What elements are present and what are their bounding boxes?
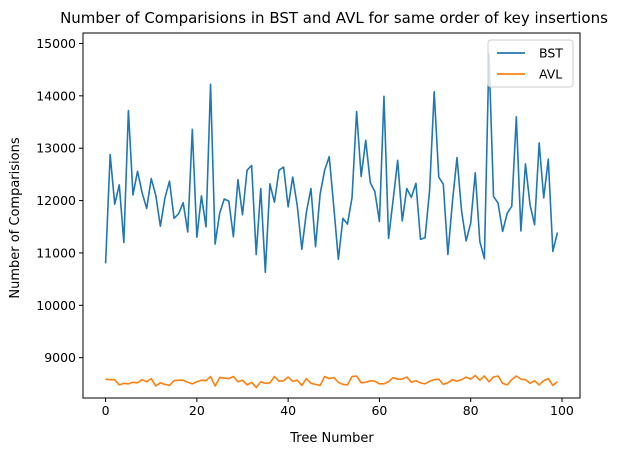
chart-title: Number of Comparisions in BST and AVL fo… bbox=[60, 9, 608, 27]
y-tick-label: 10000 bbox=[36, 298, 76, 313]
legend-label-bst: BST bbox=[539, 46, 563, 61]
x-tick-label: 40 bbox=[280, 403, 296, 418]
y-tick-label: 15000 bbox=[36, 36, 76, 51]
series-line-avl bbox=[105, 374, 558, 389]
x-tick-label: 60 bbox=[371, 403, 387, 418]
legend-label-avl: AVL bbox=[539, 67, 562, 82]
y-tick-label: 14000 bbox=[36, 88, 76, 103]
x-tick-label: 80 bbox=[463, 403, 479, 418]
y-tick-label: 9000 bbox=[44, 350, 76, 365]
y-tick-label: 11000 bbox=[36, 245, 76, 260]
plot-area bbox=[104, 53, 559, 389]
x-tick-label: 20 bbox=[189, 403, 205, 418]
y-tick-label: 12000 bbox=[36, 193, 76, 208]
x-axis-label: Tree Number bbox=[289, 431, 374, 446]
legend: BST AVL bbox=[487, 39, 574, 88]
series-line-bst bbox=[104, 53, 559, 274]
x-tick-label: 0 bbox=[102, 403, 110, 418]
axes-frame bbox=[82, 32, 581, 399]
y-axis: 9000 10000 11000 12000 13000 14000 15000 bbox=[36, 36, 83, 365]
y-axis-label: Number of Comparisions bbox=[8, 137, 23, 298]
y-tick-label: 13000 bbox=[36, 141, 76, 156]
legend-box bbox=[487, 39, 574, 88]
x-tick-label: 100 bbox=[550, 403, 574, 418]
x-axis: 0 20 40 60 80 100 bbox=[102, 398, 574, 418]
